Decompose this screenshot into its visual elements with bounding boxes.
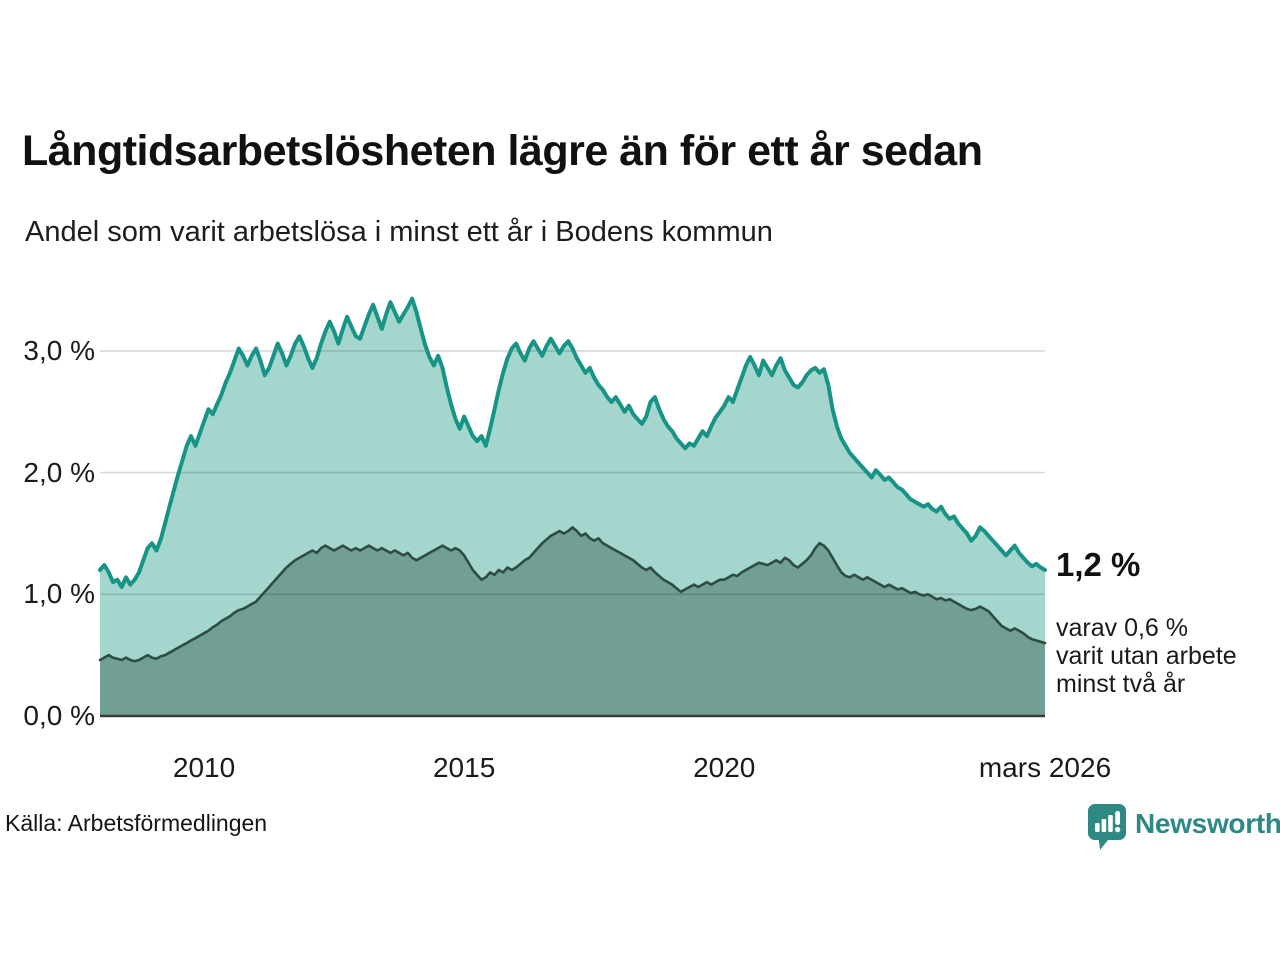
x-axis-label: 2015	[432, 752, 496, 783]
end-note-line: varav 0,6 %	[1056, 614, 1189, 642]
end-note-line: minst två år	[1056, 670, 1186, 698]
area-fill-minst-tva-ar	[100, 527, 1045, 716]
y-axis-label: 3,0 %	[23, 334, 95, 366]
series-line-minst-ett-ar	[98, 296, 1047, 589]
x-axis-label: 2020	[693, 752, 756, 783]
newsworthy-brand-link[interactable]: Newsworthy	[1087, 803, 1280, 851]
newsworthy-logo-icon	[1087, 803, 1127, 856]
newsworthy-brand-text: Newsworthy	[1135, 808, 1280, 839]
y-axis-label: 0,0 %	[23, 700, 95, 731]
x-axis-label: 2010	[172, 752, 236, 783]
x-axis-label: mars 2026	[978, 752, 1112, 783]
end-note: varav 0,6 % varit utan arbete minst två …	[1056, 614, 1237, 698]
y-axis-label: 2,0 %	[23, 456, 95, 488]
y-axis-label: 1,0 %	[23, 578, 95, 610]
end-value-label: 1,2 %	[1056, 545, 1141, 583]
chart-subtitle: Andel som varit arbetslösa i minst ett å…	[25, 216, 773, 248]
series-line-minst-tva-ar	[98, 526, 1047, 663]
chart-title: Långtidsarbetslösheten lägre än för ett …	[22, 127, 983, 175]
end-note-line: varit utan arbete	[1056, 642, 1237, 670]
source-text: Källa: Arbetsförmedlingen	[5, 810, 268, 836]
